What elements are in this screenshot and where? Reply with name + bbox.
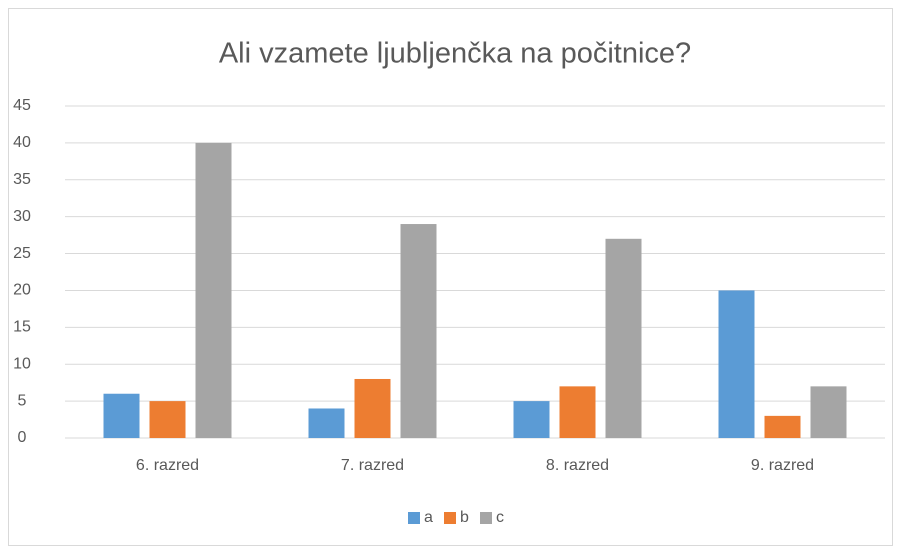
bar xyxy=(810,386,847,438)
bar xyxy=(103,393,140,438)
x-tick-label: 9. razred xyxy=(751,457,814,474)
chart-frame xyxy=(8,8,893,546)
bar xyxy=(354,378,391,438)
y-tick-label: 15 xyxy=(13,319,31,336)
y-tick-label: 35 xyxy=(13,171,31,188)
bar xyxy=(308,408,345,438)
legend-label: c xyxy=(496,509,504,526)
y-tick-label: 5 xyxy=(18,392,27,409)
x-tick-label: 7. razred xyxy=(341,457,404,474)
y-tick-label: 20 xyxy=(13,282,31,299)
bar xyxy=(605,238,642,438)
legend-swatch xyxy=(408,512,420,524)
legend-label: a xyxy=(424,509,433,526)
y-tick-label: 25 xyxy=(13,245,31,262)
bar xyxy=(400,224,437,438)
y-tick-label: 0 xyxy=(18,429,27,446)
bar xyxy=(718,290,755,438)
y-tick-label: 30 xyxy=(13,208,31,225)
bar xyxy=(559,386,596,438)
y-tick-label: 45 xyxy=(13,97,31,114)
legend-label: b xyxy=(460,509,469,526)
legend-swatch xyxy=(444,512,456,524)
y-tick-label: 40 xyxy=(13,134,31,151)
y-tick-label: 10 xyxy=(13,355,31,372)
bar xyxy=(149,401,186,438)
x-tick-label: 8. razred xyxy=(546,457,609,474)
legend-swatch xyxy=(480,512,492,524)
chart-title: Ali vzamete ljubljenčka na počitnice? xyxy=(219,38,691,70)
bar xyxy=(195,142,232,438)
bar xyxy=(513,401,550,438)
x-tick-label: 6. razred xyxy=(136,457,199,474)
bar xyxy=(764,415,801,438)
